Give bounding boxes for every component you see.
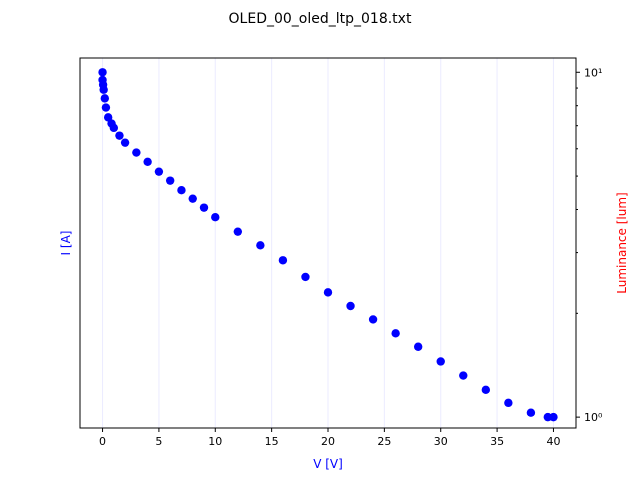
data-point	[154, 167, 164, 176]
data-point	[199, 203, 209, 212]
data-point	[120, 138, 130, 147]
data-point	[459, 371, 468, 380]
data-point	[115, 131, 124, 140]
data-point	[165, 176, 175, 185]
x-tick-label: 35	[490, 435, 504, 448]
x-tick-label: 20	[321, 435, 335, 448]
chart-title: OLED_00_oled_ltp_018.txt	[229, 11, 412, 27]
data-point	[391, 329, 400, 338]
data-point	[143, 157, 152, 167]
data-point	[413, 342, 423, 351]
x-tick-label: 25	[377, 435, 391, 448]
x-tick-label: 5	[155, 435, 162, 448]
data-point	[188, 194, 197, 203]
data-point	[368, 315, 378, 324]
x-tick-label: 15	[265, 435, 279, 448]
left-y-axis-label: I [A]	[59, 231, 73, 256]
data-series	[98, 68, 558, 422]
x-tick-label: 10	[208, 435, 222, 448]
data-point	[278, 256, 288, 265]
data-point	[100, 94, 110, 103]
data-point	[233, 227, 243, 236]
gridlines	[102, 58, 554, 428]
data-point	[132, 148, 141, 157]
right-y-tick-label: 10⁰	[584, 411, 603, 424]
data-point	[346, 301, 355, 311]
data-point	[211, 212, 220, 222]
x-axis-label: V [V]	[313, 457, 343, 471]
data-point	[549, 412, 558, 422]
data-point	[323, 288, 333, 297]
data-point	[177, 186, 186, 195]
data-point	[481, 385, 491, 395]
data-point	[301, 272, 310, 282]
right-y-tick-label: 10¹	[584, 66, 602, 79]
data-point	[98, 68, 107, 77]
x-tick-label: 0	[99, 435, 106, 448]
data-point	[256, 241, 265, 250]
data-point	[109, 123, 119, 133]
x-axis-ticks: 0 5 10 15 20 25 30 35 40	[99, 428, 560, 448]
data-point	[99, 85, 108, 94]
x-tick-label: 40	[546, 435, 560, 448]
data-point	[101, 103, 111, 112]
data-point	[436, 357, 445, 366]
data-point	[504, 398, 513, 408]
right-y-axis-label: Luminance [lum]	[615, 192, 629, 293]
data-point	[526, 408, 536, 417]
x-tick-label: 30	[434, 435, 448, 448]
right-y-axis-ticks: 10⁰ 10¹	[576, 66, 603, 424]
data-point	[103, 113, 113, 122]
